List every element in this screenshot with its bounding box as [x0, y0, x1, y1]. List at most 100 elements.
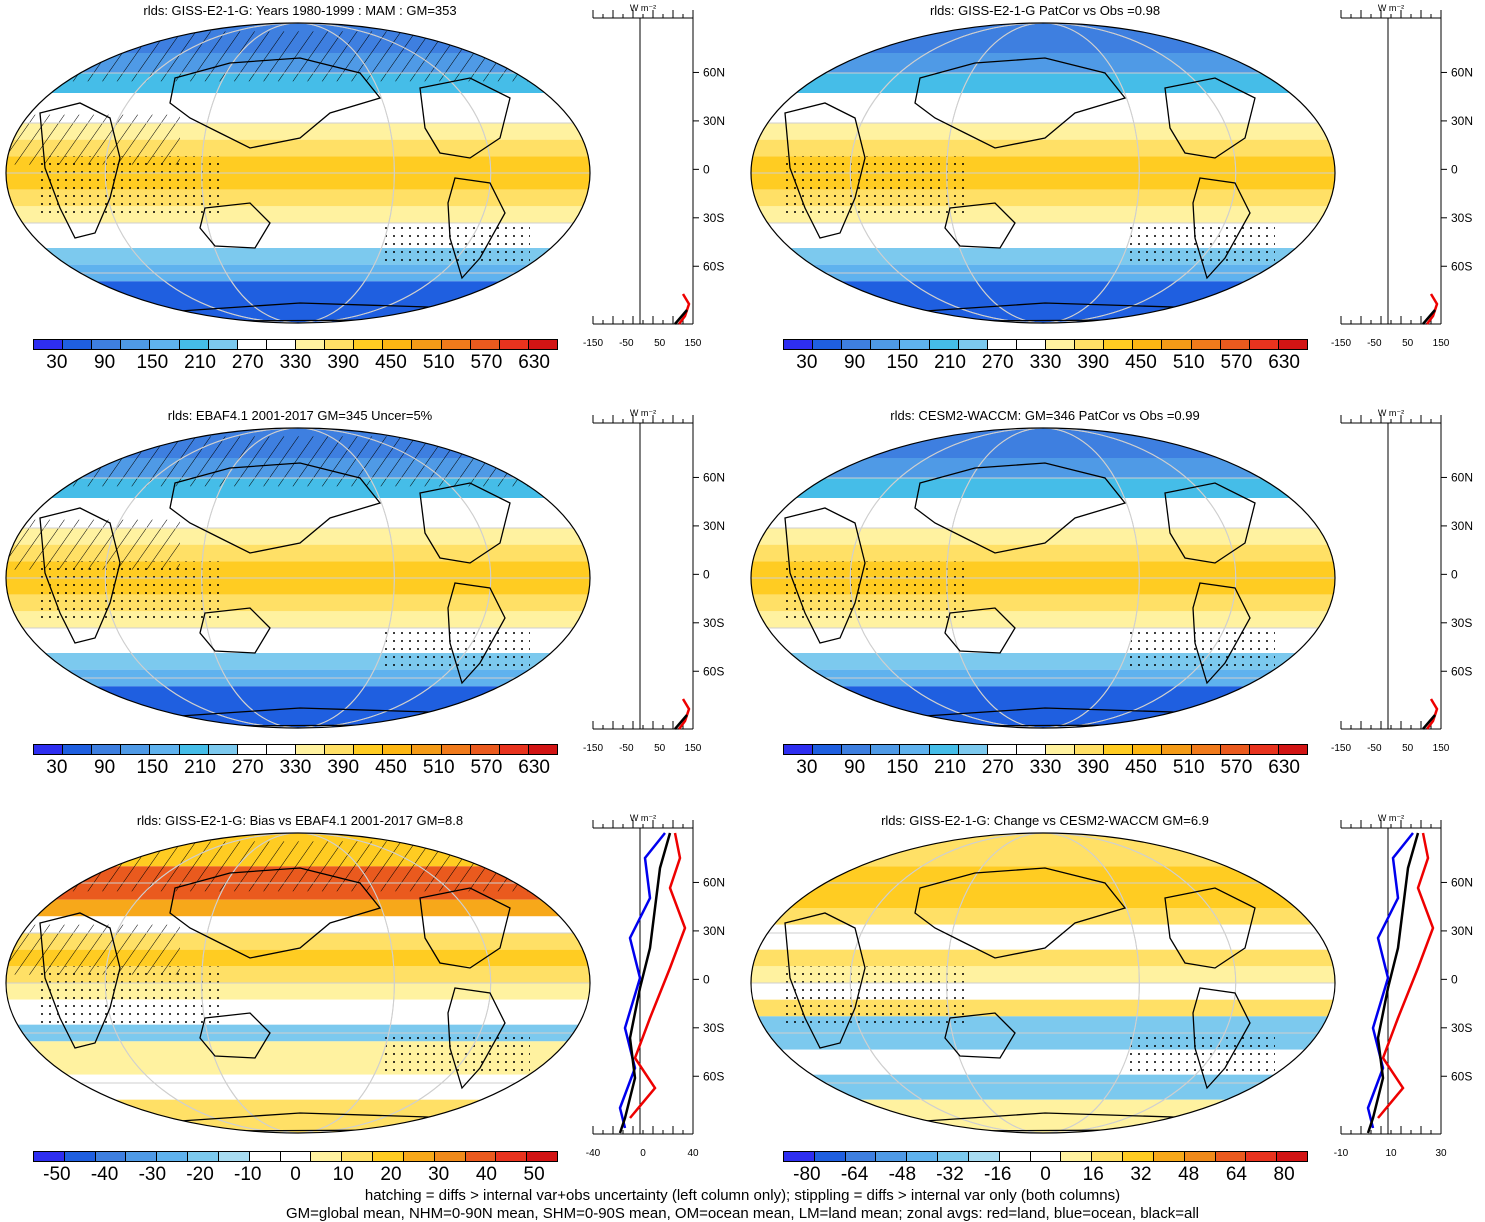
color-band — [751, 458, 1335, 478]
color-band — [751, 924, 1335, 950]
colorbar-cell — [150, 745, 180, 754]
color-band — [751, 908, 1335, 925]
colorbar-cell — [295, 340, 326, 349]
zonal-tick-label: -10 — [1334, 1148, 1349, 1159]
colorbar-cell — [845, 1152, 877, 1161]
colorbar-tick-label: 450 — [1125, 757, 1157, 778]
zonal-curve-all — [1422, 309, 1436, 325]
colorbar-cell — [1215, 1152, 1247, 1161]
zonal-tick-label: -150 — [583, 743, 603, 754]
coastline — [39, 912, 121, 1049]
coastline — [914, 462, 1127, 554]
colorbar-cell — [958, 745, 988, 754]
stippling — [1125, 1033, 1275, 1075]
colorbar-cell — [987, 340, 1017, 349]
stippling — [40, 156, 220, 215]
stippling — [380, 223, 530, 265]
unit-label: W m⁻² — [1378, 813, 1404, 823]
colorbar-cell — [929, 340, 959, 349]
graticule-lon — [201, 23, 395, 323]
graticule-lon — [201, 428, 395, 728]
colorbar-tick-label: 270 — [981, 352, 1014, 373]
panel-1: rlds: GISS-E2-1-G: Years 1980-1999 : MAM… — [0, 0, 745, 405]
colorbar-labels: 30 90 150 210 270 330 390 450 510 570 630 — [783, 352, 1308, 374]
colorbar-cell — [157, 1152, 189, 1161]
colorbar-tick-label: 80 — [1273, 1164, 1295, 1185]
map — [5, 832, 591, 1134]
zonal-tick-label: -150 — [1331, 338, 1351, 349]
zonal-curve-ocean — [1366, 832, 1414, 1129]
hatching — [6, 924, 180, 975]
graticule-lon — [849, 428, 1237, 728]
coastline — [914, 867, 1127, 959]
panel-6: rlds: GISS-E2-1-G: Change vs CESM2-WACCM… — [745, 810, 1485, 1190]
stippling — [380, 1033, 530, 1075]
coastline — [784, 912, 866, 1049]
map-border — [5, 427, 591, 729]
coastline — [199, 1012, 271, 1059]
lat-tick-label: 60N — [703, 65, 725, 79]
colorbar-cell — [1278, 340, 1307, 349]
colorbar-tick-label: 630 — [1268, 757, 1300, 778]
coastline — [1164, 887, 1256, 969]
coastline — [1192, 987, 1251, 1090]
zonal-tick-label: 50 — [654, 338, 666, 349]
colorbar-tick-label: 90 — [844, 352, 866, 373]
colorbar-tick-label: 150 — [136, 757, 169, 778]
colorbar-cell — [499, 745, 529, 754]
colorbar-cell — [280, 1152, 312, 1161]
colorbar-cell — [1075, 340, 1105, 349]
colorbar-tick-label: 570 — [470, 352, 503, 373]
colorbar-cell — [266, 745, 296, 754]
color-band — [751, 281, 1335, 323]
colorbar-cell — [412, 340, 442, 349]
colorbar-tick-label: 510 — [1172, 352, 1205, 373]
colorbar-tick-label: -64 — [840, 1164, 869, 1185]
color-band — [751, 53, 1335, 73]
zonal-curve-all — [1422, 714, 1436, 730]
colorbar-cell — [900, 340, 930, 349]
colorbar-tick-label: 30 — [46, 352, 68, 373]
map-border — [5, 22, 591, 324]
colorbar-cell — [1249, 745, 1279, 754]
colorbar-cells — [783, 1151, 1308, 1162]
colorbar-cell — [528, 340, 557, 349]
lat-tick-label: 0 — [1451, 567, 1458, 581]
unit-label: W m⁻² — [1378, 408, 1404, 418]
colorbar-cell — [325, 745, 355, 754]
colorbar-tick-label: 90 — [94, 757, 116, 778]
color-band — [751, 478, 1335, 498]
zonal-tick-label: 0 — [640, 1148, 646, 1159]
lat-tick-label: 60S — [1451, 1069, 1472, 1083]
colorbar-cell — [373, 1152, 404, 1161]
colorbar-cell — [842, 745, 872, 754]
zonal-tick-label: -50 — [1367, 743, 1382, 754]
colorbar-tick-label: 20 — [380, 1164, 402, 1185]
zonal-mean-plot: W m⁻² 60N 30N 0 30S 60S -150 -50 50 150 — [575, 0, 735, 360]
lat-tick-label: 30N — [703, 924, 725, 938]
colorbar-cell — [814, 1152, 846, 1161]
lat-tick-label: 60S — [1451, 664, 1472, 678]
colorbar-cells — [783, 339, 1308, 350]
colorbar-cell — [92, 745, 122, 754]
lat-tick-label: 0 — [1451, 972, 1458, 986]
lat-tick-label: 60S — [703, 664, 724, 678]
stippling — [1125, 628, 1275, 670]
coastline — [447, 987, 506, 1090]
coastline — [1192, 582, 1251, 685]
panel-title: rlds: GISS-E2-1-G: Years 1980-1999 : MAM… — [143, 3, 457, 18]
colorbar-cell — [34, 340, 64, 349]
map — [750, 22, 1336, 324]
colorbar-cell — [528, 745, 557, 754]
hatching — [6, 841, 590, 892]
colorbar-cell — [987, 745, 1017, 754]
coastline — [419, 887, 511, 969]
colorbar-cell — [1191, 745, 1221, 754]
zonal-curve-all — [674, 714, 688, 730]
colorbar-cell — [412, 745, 442, 754]
coastline — [169, 462, 382, 554]
lat-tick-label: 30N — [1451, 519, 1473, 533]
colorbar-tick-label: 270 — [981, 757, 1014, 778]
zonal-tick-label: -50 — [619, 743, 634, 754]
colorbar-cells — [33, 339, 558, 350]
